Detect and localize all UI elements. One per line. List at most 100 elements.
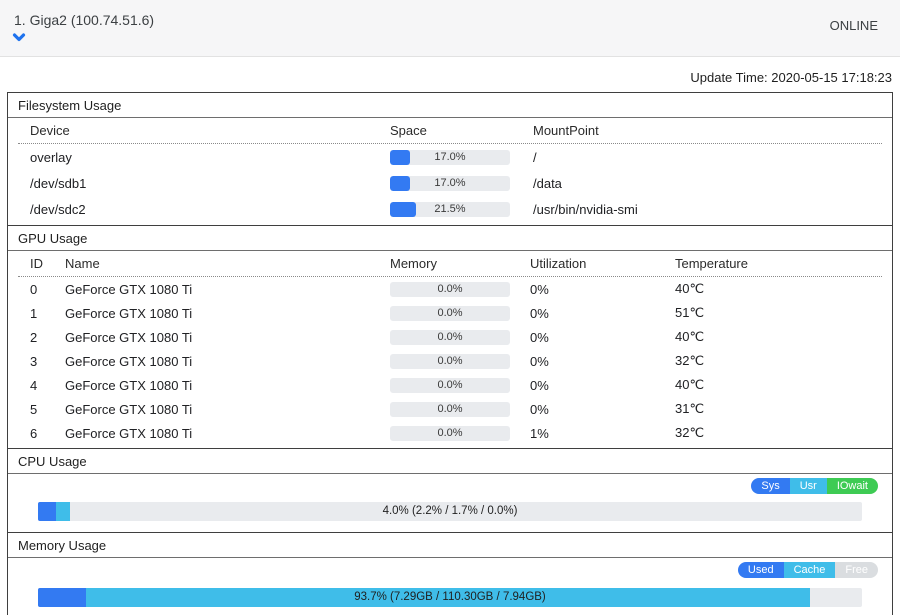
memory-meter: 0.0% (390, 401, 510, 417)
cpu-legend: Sys Usr IOwait (22, 478, 878, 494)
gpu-temperature: 40℃ (675, 329, 705, 344)
mount-point: /data (533, 175, 562, 191)
gpu-table-header: ID Name Memory Utilization Temperature (18, 251, 882, 277)
legend-free: Free (835, 562, 878, 578)
usage-panel: Filesystem Usage Device Space MountPoint… (7, 92, 893, 615)
gpu-row: 4 GeForce GTX 1080 Ti 0.0% 0% 40℃ (18, 373, 882, 397)
space-cell: 17.0% (390, 175, 533, 191)
gpu-temperature: 40℃ (675, 281, 705, 296)
gpu-row: 0 GeForce GTX 1080 Ti 0.0% 0% 40℃ (18, 277, 882, 301)
segment-used (38, 588, 86, 607)
gpu-row: 5 GeForce GTX 1080 Ti 0.0% 0% 31℃ (18, 397, 882, 421)
memory-usage-bar: 93.7% (7.29GB / 110.30GB / 7.94GB) (38, 588, 862, 607)
gpu-name: GeForce GTX 1080 Ti (65, 425, 193, 441)
update-time: Update Time: 2020-05-15 17:18:23 (690, 70, 892, 85)
gpu-name: GeForce GTX 1080 Ti (65, 353, 193, 369)
gpu-temperature: 40℃ (675, 377, 705, 392)
gpu-id: 0 (30, 281, 38, 297)
filesystem-row: /dev/sdb1 17.0% /data (18, 170, 882, 196)
column-memory: Memory (390, 256, 437, 271)
gpu-section: GPU Usage ID Name Memory Utilization Tem… (8, 225, 892, 448)
gpu-utilization: 0% (530, 353, 549, 369)
host-header[interactable]: 1. Giga2 (100.74.51.6) ONLINE (0, 0, 900, 57)
memory-meter-label: 0.0% (437, 378, 463, 391)
filesystem-section: Filesystem Usage Device Space MountPoint… (8, 93, 892, 225)
column-temperature: Temperature (675, 256, 748, 271)
segment-usr (56, 502, 71, 521)
gpu-utilization: 0% (530, 281, 549, 297)
legend-used: Used (737, 562, 784, 578)
gpu-id: 5 (30, 401, 38, 417)
gpu-name: GeForce GTX 1080 Ti (65, 377, 193, 393)
gpu-name: GeForce GTX 1080 Ti (65, 305, 193, 321)
memory-meter-label: 0.0% (437, 306, 463, 319)
memory-cell: 0.0% (390, 401, 530, 417)
gpu-utilization: 1% (530, 425, 549, 441)
space-meter: 17.0% (390, 175, 510, 191)
space-meter-label: 17.0% (434, 150, 466, 163)
mount-point: /usr/bin/nvidia-smi (533, 201, 638, 217)
gpu-row: 6 GeForce GTX 1080 Ti 0.0% 1% 32℃ (18, 421, 882, 445)
gpu-utilization: 0% (530, 401, 549, 417)
gpu-name: GeForce GTX 1080 Ti (65, 329, 193, 345)
memory-cell: 0.0% (390, 353, 530, 369)
legend-usr: Usr (789, 478, 827, 494)
mem-bar-label: 93.7% (7.29GB / 110.30GB / 7.94GB) (354, 591, 546, 603)
gpu-temperature: 51℃ (675, 305, 705, 320)
memory-cell: 0.0% (390, 425, 530, 441)
mount-point: / (533, 149, 537, 165)
memory-meter: 0.0% (390, 281, 510, 297)
legend-sys: Sys (751, 478, 790, 494)
gpu-temperature: 32℃ (675, 353, 705, 368)
gpu-name: GeForce GTX 1080 Ti (65, 281, 193, 297)
space-cell: 17.0% (390, 149, 533, 165)
gpu-row: 3 GeForce GTX 1080 Ti 0.0% 0% 32℃ (18, 349, 882, 373)
cpu-bar-label: 4.0% (2.2% / 1.7% / 0.0%) (382, 505, 518, 517)
segment-cache (85, 588, 811, 607)
gpu-utilization: 0% (530, 377, 549, 393)
gpu-section-title: GPU Usage (8, 226, 892, 251)
memory-meter-label: 0.0% (437, 330, 463, 343)
memory-meter: 0.0% (390, 329, 510, 345)
gpu-id: 1 (30, 305, 38, 321)
filesystem-row: overlay 17.0% / (18, 144, 882, 170)
memory-meter: 0.0% (390, 377, 510, 393)
legend-cache: Cache (783, 562, 836, 578)
memory-meter: 0.0% (390, 353, 510, 369)
device-name: overlay (30, 149, 72, 165)
memory-section: Memory Usage Used Cache Free 93.7% (7.29GB… (8, 532, 892, 607)
space-cell: 21.5% (390, 201, 533, 217)
gpu-name: GeForce GTX 1080 Ti (65, 401, 193, 417)
gpu-id: 2 (30, 329, 38, 345)
gpu-row: 1 GeForce GTX 1080 Ti 0.0% 0% 51℃ (18, 301, 882, 325)
column-name: Name (65, 256, 100, 271)
gpu-id: 4 (30, 377, 38, 393)
gpu-utilization: 0% (530, 305, 549, 321)
gpu-id: 6 (30, 425, 38, 441)
filesystem-row: /dev/sdc2 21.5% /usr/bin/nvidia-smi (18, 196, 882, 222)
memory-cell: 0.0% (390, 377, 530, 393)
gpu-temperature: 32℃ (675, 425, 705, 440)
chevron-down-icon[interactable] (12, 30, 26, 48)
memory-meter-label: 0.0% (437, 426, 463, 439)
status-badge: ONLINE (829, 18, 878, 33)
space-meter-label: 17.0% (434, 176, 466, 189)
cpu-section: CPU Usage Sys Usr IOwait 4.0% (2.2% / 1.7%… (8, 448, 892, 521)
memory-cell: 0.0% (390, 329, 530, 345)
filesystem-section-title: Filesystem Usage (8, 93, 892, 118)
memory-meter-label: 0.0% (437, 282, 463, 295)
gpu-utilization: 0% (530, 329, 549, 345)
legend-iowait: IOwait (826, 478, 878, 494)
space-meter-fill (390, 201, 416, 217)
space-meter: 17.0% (390, 149, 510, 165)
memory-meter: 0.0% (390, 425, 510, 441)
gpu-row: 2 GeForce GTX 1080 Ti 0.0% 0% 40℃ (18, 325, 882, 349)
memory-cell: 0.0% (390, 305, 530, 321)
space-meter-label: 21.5% (434, 202, 466, 215)
column-device: Device (30, 123, 70, 138)
device-name: /dev/sdb1 (30, 175, 87, 191)
gpu-table: ID Name Memory Utilization Temperature 0… (8, 251, 892, 448)
memory-meter: 0.0% (390, 305, 510, 321)
filesystem-table-header: Device Space MountPoint (18, 118, 882, 144)
space-meter: 21.5% (390, 201, 510, 217)
